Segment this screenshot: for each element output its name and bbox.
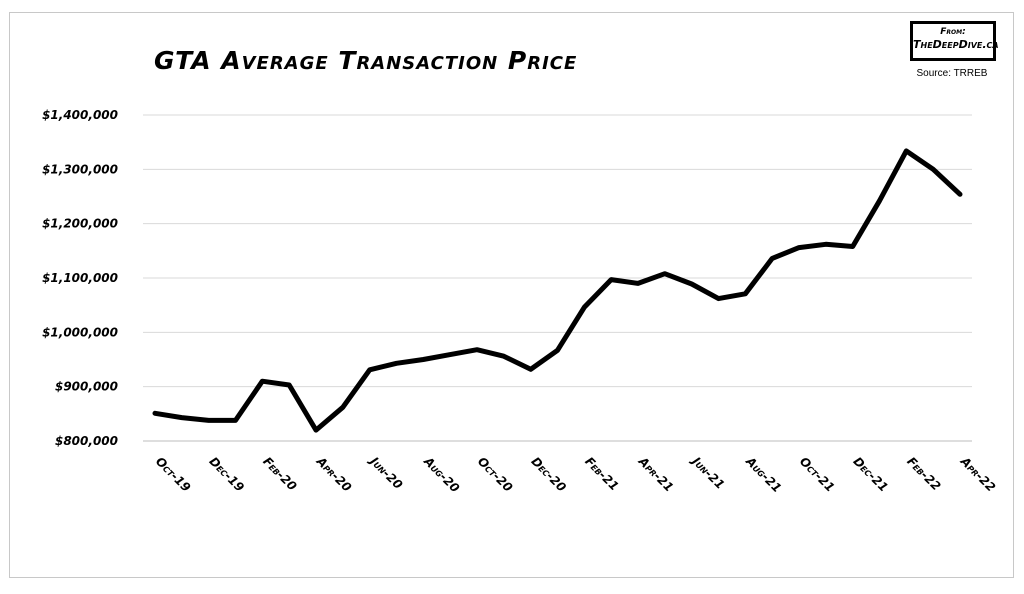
y-tick-label: $1,400,000	[42, 108, 118, 122]
x-tick-label: Feb-20	[260, 454, 299, 493]
source-label: Source: TRREB	[916, 68, 988, 79]
y-tick-label: $1,000,000	[42, 325, 118, 339]
chart-title: GTA Average Transaction Price	[154, 46, 578, 75]
y-tick-label: $1,300,000	[42, 162, 118, 176]
x-tick-label: Jun-21	[688, 453, 727, 492]
x-tick-label: Oct-21	[797, 454, 837, 494]
x-tick-label: Feb-21	[582, 454, 621, 493]
x-axis-ticks: Oct-19 Dec-19 Feb-20 Apr-20 Jun-20 Aug-20 Oct-…	[153, 453, 998, 495]
x-tick-label: Apr-22	[957, 454, 998, 495]
x-tick-label: Dec-19	[207, 454, 247, 494]
y-tick-label: $1,200,000	[42, 217, 118, 231]
x-tick-label: Dec-20	[529, 454, 569, 494]
x-tick-label: Apr-20	[313, 454, 354, 495]
x-tick-label: Oct-19	[153, 454, 193, 494]
badge-site-label: TheDeepDive.ca	[913, 38, 999, 51]
x-tick-label: Oct-20	[475, 454, 515, 494]
badge-from-label: From:	[940, 27, 966, 37]
series-group	[152, 148, 963, 433]
source-badge: From: TheDeepDive.ca	[910, 21, 999, 61]
y-tick-label: $800,000	[55, 434, 118, 448]
x-tick-label: Jun-20	[366, 453, 405, 492]
grid-lines	[143, 114, 972, 442]
chart-frame	[9, 12, 1014, 578]
x-tick-label: Aug-20	[421, 454, 463, 496]
x-tick-label: Apr-21	[635, 454, 676, 495]
y-tick-label: $1,100,000	[42, 271, 118, 285]
y-axis-ticks: $800,000 $900,000 $1,000,000 $1,100,000 $1,2…	[42, 108, 118, 448]
series-line	[152, 148, 963, 433]
x-tick-label: Aug-21	[743, 454, 785, 496]
y-tick-label: $900,000	[55, 380, 118, 394]
x-tick-label: Dec-21	[851, 454, 891, 494]
x-tick-label: Feb-22	[904, 454, 943, 493]
